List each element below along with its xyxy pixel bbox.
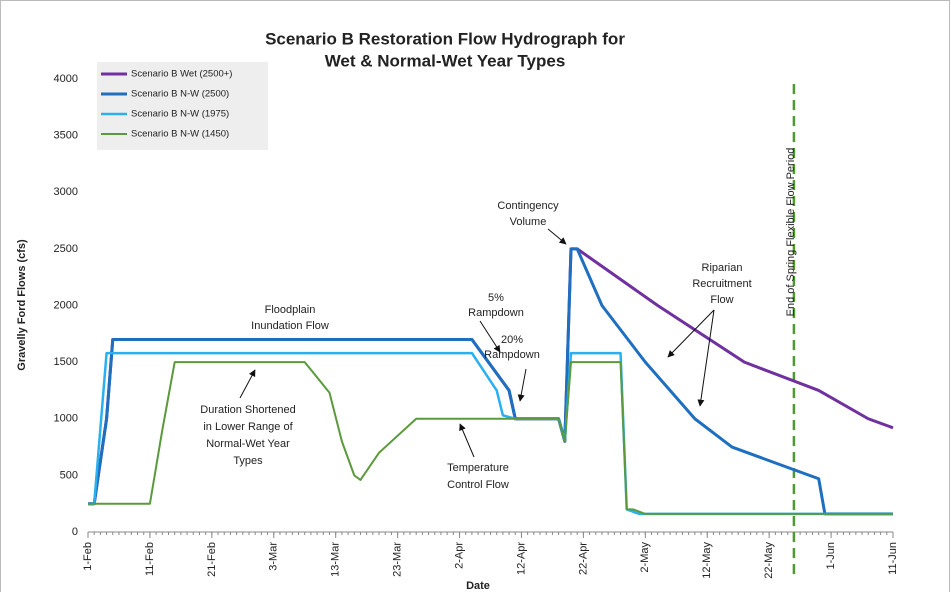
x-tick-label: 21-Feb xyxy=(206,542,218,577)
x-tick-label: 3-Mar xyxy=(268,542,280,571)
legend-box xyxy=(97,62,268,150)
x-tick-label: 1-Jun xyxy=(825,542,837,570)
y-tick-label: 0 xyxy=(72,526,78,538)
chart-title: Scenario B Restoration Flow Hydrograph f… xyxy=(265,29,625,48)
annotation-arrow xyxy=(517,368,527,402)
y-tick-label: 500 xyxy=(60,469,78,481)
annotation-arrow xyxy=(697,309,715,407)
x-tick-label: 12-May xyxy=(701,542,713,579)
annotation: Rampdown xyxy=(484,349,540,361)
y-tick-label: 3500 xyxy=(54,130,78,142)
period-end-label: End of Spring Flexible Flow Period xyxy=(785,148,797,317)
annotation: Control Flow xyxy=(447,479,509,491)
annotation: Volume xyxy=(510,216,547,228)
annotation: Duration Shortened xyxy=(200,404,295,416)
annotation: 20% xyxy=(501,334,523,346)
legend-label: Scenario B Wet (2500+) xyxy=(131,69,232,80)
annotation-arrow xyxy=(459,423,475,458)
y-tick-label: 2000 xyxy=(54,299,78,311)
x-tick-label: 22-Apr xyxy=(577,542,589,575)
annotation: in Lower Range of xyxy=(203,421,293,433)
annotation: 5% xyxy=(488,292,504,304)
x-tick-label: 12-Apr xyxy=(515,542,527,575)
chart-title: Wet & Normal-Wet Year Types xyxy=(325,51,566,70)
x-axis-title: Date xyxy=(466,580,490,592)
annotation: Rampdown xyxy=(468,307,524,319)
x-tick-label: 11-Jun xyxy=(887,542,899,575)
x-tick-label: 13-Mar xyxy=(330,542,342,577)
annotation-arrow xyxy=(239,369,256,399)
x-tick-label: 2-May xyxy=(639,542,651,573)
annotation: Floodplain xyxy=(265,304,316,316)
x-tick-label: 22-May xyxy=(763,542,775,579)
annotation-arrow xyxy=(479,320,501,353)
y-tick-label: 1000 xyxy=(54,413,78,425)
x-tick-label: 2-Apr xyxy=(453,542,465,569)
x-tick-label: 11-Feb xyxy=(144,542,156,576)
annotation: Normal-Wet Year xyxy=(206,438,290,450)
x-tick-label: 1-Feb xyxy=(82,542,94,571)
x-tick-label: 23-Mar xyxy=(392,542,404,577)
legend-label: Scenario B N-W (1450) xyxy=(131,129,229,140)
annotation: Contingency xyxy=(497,200,559,212)
annotation: Riparian xyxy=(702,262,743,274)
legend-label: Scenario B N-W (2500) xyxy=(131,89,229,100)
series-line xyxy=(88,361,893,515)
annotation: Temperature xyxy=(447,462,509,474)
annotation: Types xyxy=(233,455,263,467)
annotation: Inundation Flow xyxy=(251,320,329,332)
y-tick-label: 1500 xyxy=(54,356,78,368)
annotation: Flow xyxy=(710,294,733,306)
annotation-arrow xyxy=(547,228,567,245)
annotation-arrow xyxy=(667,309,715,358)
y-tick-label: 4000 xyxy=(54,73,78,85)
y-tick-label: 2500 xyxy=(54,243,78,255)
legend-label: Scenario B N-W (1975) xyxy=(131,109,229,120)
annotation: Recruitment xyxy=(692,278,751,290)
y-axis-title: Gravelly Ford Flows (cfs) xyxy=(16,239,28,371)
y-tick-label: 3000 xyxy=(54,186,78,198)
